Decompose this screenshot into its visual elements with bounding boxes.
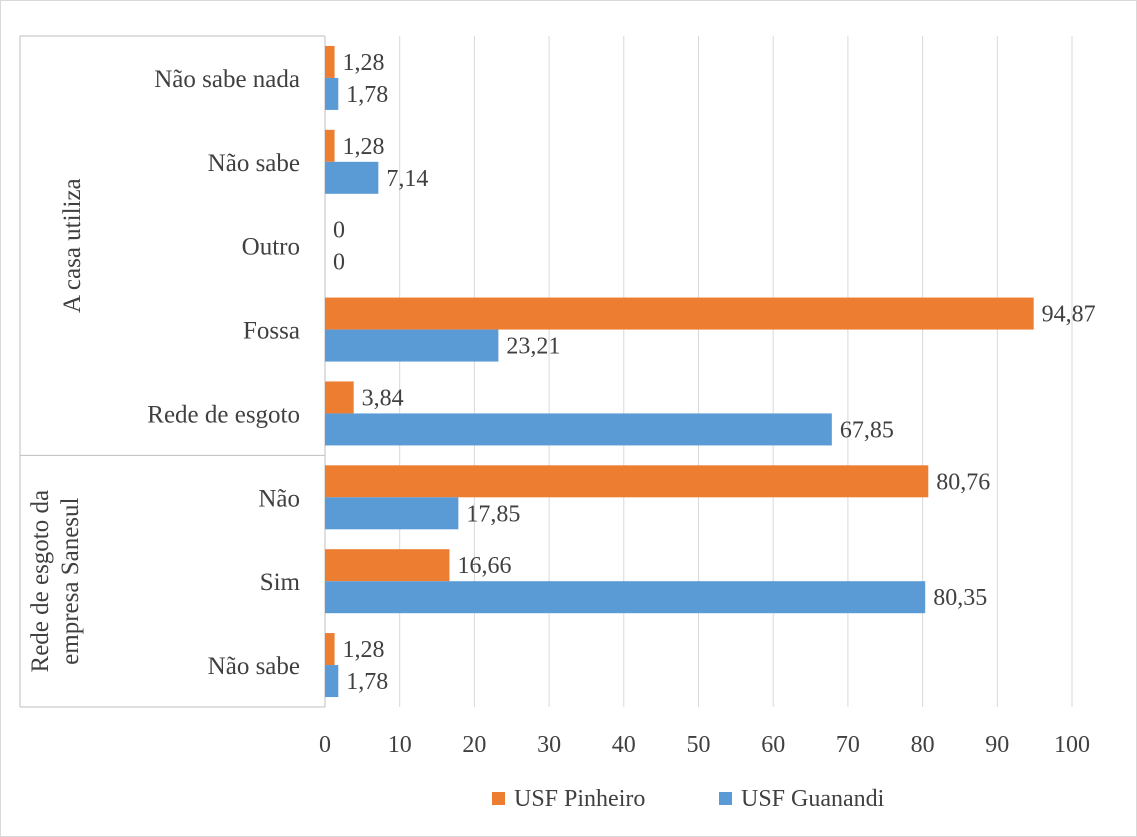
- bar-usf-guanandi: [325, 77, 339, 110]
- legend-label-usf-pinheiro: USF Pinheiro: [514, 786, 645, 812]
- bar-usf-guanandi: [325, 161, 379, 194]
- group-labels: A casa utiliza Rede de esgoto da empresa S…: [27, 178, 86, 672]
- data-label-usf-pinheiro: 1,28: [343, 637, 385, 663]
- x-tick-label: 90: [985, 732, 1009, 758]
- data-label-usf-guanandi: 0: [333, 250, 345, 276]
- legend-swatch-usf-guanandi: [719, 792, 732, 805]
- bar-usf-guanandi: [325, 329, 499, 362]
- legend-label-usf-guanandi: USF Guanandi: [741, 786, 885, 812]
- category-label: Fossa: [243, 318, 300, 345]
- category-label: Não sabe: [208, 150, 300, 177]
- bars: [325, 45, 1034, 698]
- data-label-usf-guanandi: 17,85: [466, 501, 520, 527]
- data-label-usf-pinheiro: 1,28: [343, 134, 385, 160]
- data-label-usf-pinheiro: 0: [333, 218, 345, 244]
- x-tick-label: 10: [388, 732, 412, 758]
- data-label-usf-guanandi: 1,78: [346, 669, 388, 695]
- category-label: Rede de esgoto: [147, 401, 300, 428]
- x-tick-label: 40: [612, 732, 636, 758]
- x-tick-label: 80: [911, 732, 935, 758]
- data-label-usf-guanandi: 23,21: [506, 334, 560, 360]
- x-tick-label: 30: [537, 732, 561, 758]
- legend-swatch-usf-pinheiro: [492, 792, 505, 805]
- category-label: Outro: [242, 234, 300, 261]
- data-label-usf-guanandi: 67,85: [840, 417, 894, 443]
- bar-usf-pinheiro: [325, 129, 335, 162]
- data-label-usf-pinheiro: 3,84: [362, 385, 404, 411]
- data-label-usf-pinheiro: 94,87: [1042, 302, 1096, 328]
- category-label: Sim: [260, 569, 301, 596]
- category-labels: Não sabe nada Não sabe Outro Fossa Rede de e…: [147, 66, 300, 680]
- data-label-usf-pinheiro: 1,28: [343, 50, 385, 76]
- bar-usf-pinheiro: [325, 549, 450, 582]
- bar-usf-guanandi: [325, 497, 459, 530]
- bar-usf-guanandi: [325, 581, 926, 614]
- bar-usf-pinheiro: [325, 45, 335, 78]
- x-tick-label: 100: [1054, 732, 1090, 758]
- category-label: Não: [258, 485, 300, 512]
- x-tick-label: 70: [836, 732, 860, 758]
- bar-usf-pinheiro: [325, 297, 1034, 330]
- group-label: A casa utiliza: [59, 178, 86, 313]
- data-labels: 1,281,781,287,140094,8723,213,8467,8580,…: [333, 50, 1096, 695]
- bar-usf-pinheiro: [325, 381, 354, 414]
- data-label-usf-pinheiro: 16,66: [457, 553, 511, 579]
- group-label: Rede de esgoto da empresa Sanesul: [27, 490, 84, 673]
- data-label-usf-guanandi: 1,78: [346, 82, 388, 108]
- category-label: Não sabe nada: [154, 66, 300, 93]
- legend: USF Pinheiro USF Guanandi: [492, 786, 885, 812]
- data-label-usf-pinheiro: 80,76: [936, 469, 990, 495]
- x-tick-label: 0: [319, 732, 331, 758]
- x-tick-labels: 0 10 20 30 40 50 60 70 80 90 100: [319, 732, 1090, 758]
- data-label-usf-guanandi: 80,35: [933, 585, 987, 611]
- bar-usf-pinheiro: [325, 633, 335, 666]
- bar-usf-guanandi: [325, 665, 339, 698]
- data-label-usf-guanandi: 7,14: [386, 166, 428, 192]
- bar-usf-guanandi: [325, 413, 832, 446]
- x-tick-label: 20: [462, 732, 486, 758]
- x-tick-label: 60: [761, 732, 785, 758]
- category-label: Não sabe: [208, 653, 300, 680]
- x-tick-label: 50: [687, 732, 711, 758]
- bar-usf-pinheiro: [325, 465, 929, 498]
